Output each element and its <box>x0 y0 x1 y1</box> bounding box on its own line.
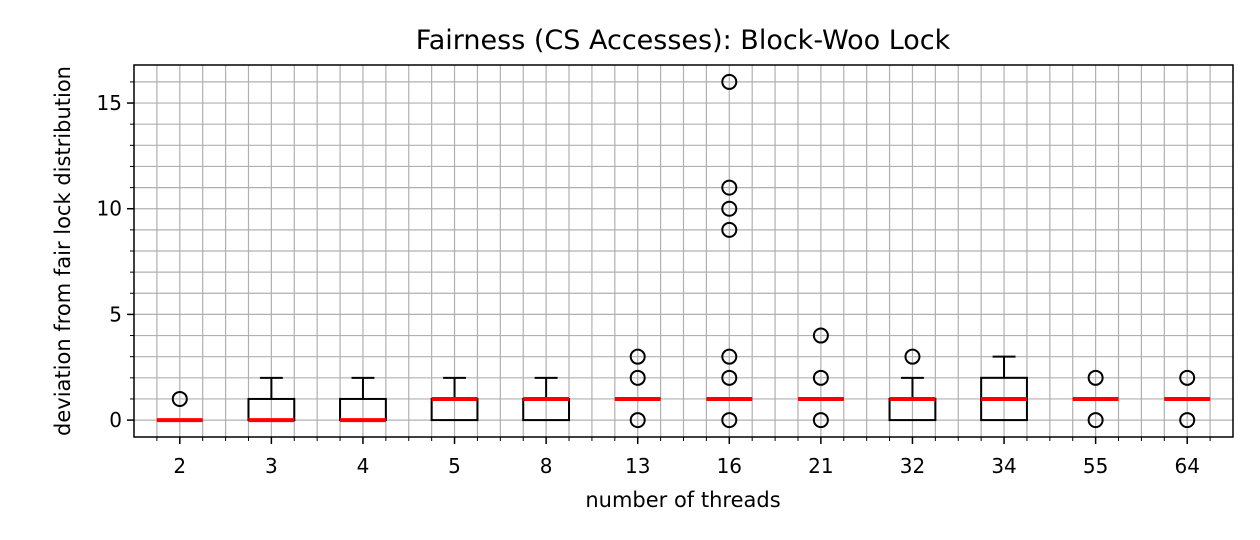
x-tick-label: 34 <box>991 454 1016 478</box>
outlier-point <box>171 390 188 407</box>
outlier-point <box>812 327 829 344</box>
outlier-point <box>1087 412 1104 429</box>
outlier-point <box>721 412 738 429</box>
y-tick-label: 0 <box>109 408 122 432</box>
outlier-point <box>812 369 829 386</box>
x-tick-label: 21 <box>808 454 833 478</box>
outlier-point <box>721 200 738 217</box>
outlier-point <box>629 369 646 386</box>
x-tick-label: 4 <box>357 454 370 478</box>
y-tick-label: 5 <box>109 302 122 326</box>
outlier-point <box>721 221 738 238</box>
x-tick-label: 32 <box>900 454 925 478</box>
box-3 <box>247 376 296 423</box>
outlier-point <box>1179 369 1196 386</box>
x-tick-label: 5 <box>448 454 461 478</box>
x-tick-label: 16 <box>717 454 742 478</box>
x-tick-label: 8 <box>540 454 553 478</box>
box-16 <box>706 73 753 429</box>
box-55 <box>1072 369 1119 429</box>
x-tick-label: 55 <box>1083 454 1108 478</box>
outlier-point <box>721 179 738 196</box>
box-8 <box>522 376 571 422</box>
outlier-point <box>1087 369 1104 386</box>
box-4 <box>339 376 387 423</box>
outlier-point <box>1179 412 1196 429</box>
x-tick-label: 64 <box>1174 454 1199 478</box>
outlier-point <box>721 73 738 90</box>
outlier-point <box>904 348 921 365</box>
box-32 <box>888 348 937 422</box>
box-64 <box>1164 369 1211 429</box>
box-21 <box>797 327 844 429</box>
outlier-point <box>629 412 646 429</box>
box-13 <box>614 348 661 429</box>
x-axis-label: number of threads <box>585 488 780 512</box>
box-plots <box>156 73 1211 429</box>
outlier-point <box>721 348 738 365</box>
box-34 <box>980 355 1028 422</box>
y-axis-label: deviation from fair lock distribution <box>51 66 75 436</box>
y-tick-label: 10 <box>97 197 122 221</box>
chart-title: Fairness (CS Accesses): Block-Woo Lock <box>416 25 951 56</box>
box-5 <box>430 376 479 422</box>
outlier-point <box>812 412 829 429</box>
x-tick-label: 13 <box>625 454 650 478</box>
x-tick-label: 2 <box>173 454 186 478</box>
outlier-point <box>629 348 646 365</box>
outlier-point <box>721 369 738 386</box>
grid <box>134 65 1233 437</box>
box-2 <box>156 390 203 423</box>
x-tick-label: 3 <box>265 454 278 478</box>
y-tick-label: 15 <box>97 91 122 115</box>
